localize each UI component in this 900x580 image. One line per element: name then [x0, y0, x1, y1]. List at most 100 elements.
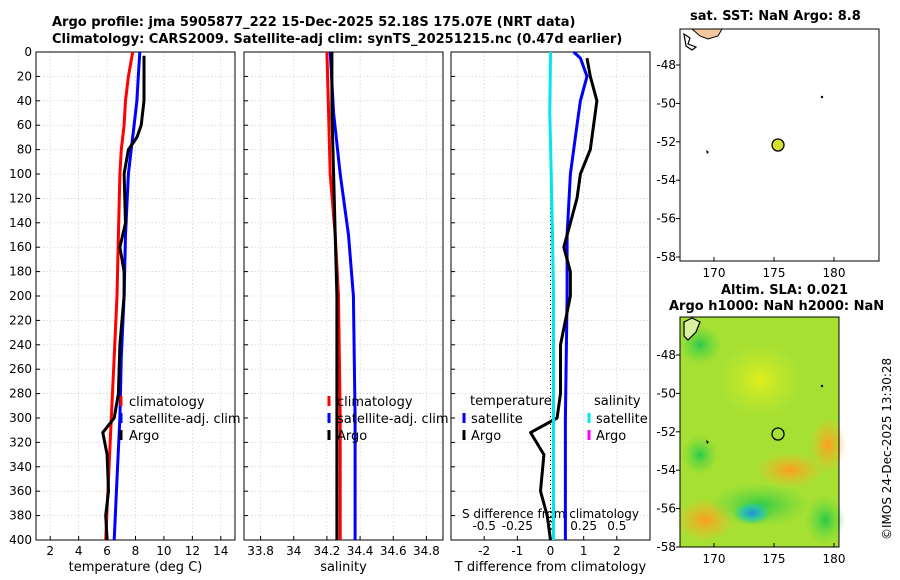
lat-tick-label: -58	[656, 250, 676, 264]
legend-label: satellite	[596, 412, 648, 427]
x-axis-label: salinity	[320, 560, 367, 575]
map-sla-coast	[683, 317, 701, 341]
x-tick-label: 34.2	[314, 544, 341, 558]
sla-blob-orange-2	[810, 417, 846, 473]
sla-blob-orange-1	[755, 452, 825, 488]
y-tick-label: 80	[17, 143, 32, 157]
x-tick-label: 2	[613, 544, 621, 558]
grid	[36, 51, 235, 541]
lat-tick-label: -54	[656, 463, 676, 477]
lon-tick-label: 170	[703, 266, 726, 280]
difference-profile: -2 -1 0 1 2 -0.5 -0.25 0 0.25 0.5S difference fro…	[450, 50, 651, 575]
credit-text: ©IMOS 24-Dec-2025 13:30:28	[880, 358, 894, 540]
lat-tick-label: -52	[656, 425, 676, 439]
y-tick-label: 60	[17, 118, 32, 132]
lat-tick-label: -54	[656, 173, 676, 187]
y-tick-label: 340	[9, 460, 32, 474]
top-tick-label: 0.5	[607, 519, 626, 533]
y-tick-label: 300	[9, 411, 32, 425]
lon-tick-label: 180	[823, 266, 846, 280]
legend-label: satellite	[471, 412, 523, 427]
y-tick-label: 180	[9, 265, 32, 279]
y-tick-label: 40	[17, 94, 32, 108]
x-tick-label: 33.8	[247, 544, 274, 558]
top-tick-label: 0.25	[570, 519, 597, 533]
x-tick-label: 34.6	[380, 544, 407, 558]
x-tick-label: -2	[478, 544, 490, 558]
x-tick-label: 12	[185, 544, 200, 558]
y-tick-label: 160	[9, 240, 32, 254]
x-tick-label: -1	[511, 544, 523, 558]
map-sst-island	[706, 150, 709, 154]
series-line-t-argo	[529, 57, 599, 541]
map-sla-title-line1: Altim. SLA: 0.021	[721, 283, 848, 298]
legend-label: climatology	[337, 395, 413, 410]
y-tick-label: 320	[9, 435, 32, 449]
header-line2: Climatology: CARS2009. Satellite-adj cli…	[52, 32, 623, 47]
y-tick-label: 360	[9, 484, 32, 498]
y-tick-label: 0	[24, 45, 32, 59]
legend-header-temperature: temperature	[470, 394, 552, 409]
map-sla-island	[706, 440, 709, 444]
map-sla-argo-marker	[771, 427, 785, 441]
x-tick-label: 1	[580, 544, 588, 558]
top-tick-label: 0	[547, 519, 555, 533]
legend-header-salinity: salinity	[594, 394, 641, 409]
lat-tick-label: -48	[656, 58, 676, 72]
lon-tick-label: 175	[763, 266, 786, 280]
lat-tick-label: -56	[656, 502, 676, 516]
sla-blob-yellow	[715, 340, 805, 420]
map-sst-coast	[683, 32, 698, 51]
top-axis-label: S difference from climatology	[462, 507, 639, 521]
x-tick-label: 34.4	[347, 544, 374, 558]
series-line-climatology	[104, 51, 135, 541]
salinity-profile: 33.8 34 34.2 34.4 34.6 34.8 salinity climatolog…	[243, 51, 449, 575]
temperature-profile: 2 4 6 8 10 12 14020406080100120140160180200220…	[9, 45, 241, 575]
lon-tick-label: 175	[763, 552, 786, 566]
x-tick-label: 34	[286, 544, 301, 558]
legend-label: Argo	[129, 429, 159, 444]
y-tick-label: 260	[9, 362, 32, 376]
y-tick-label: 20	[17, 69, 32, 83]
map-sla: -48 -50 -52 -54 -56 -58 170 175 180	[656, 316, 846, 566]
y-tick-label: 380	[9, 509, 32, 523]
legend-label: climatology	[129, 395, 205, 410]
legend-label: Argo	[596, 429, 626, 444]
x-axis-label: temperature (deg C)	[69, 560, 203, 575]
top-tick-label: -0.5	[472, 519, 495, 533]
lat-tick-label: -50	[656, 96, 676, 110]
map-sst-land	[690, 28, 723, 40]
lon-tick-label: 180	[823, 552, 846, 566]
lat-tick-label: -52	[656, 135, 676, 149]
y-tick-label: 120	[9, 191, 32, 205]
sla-blob-cyan	[732, 501, 772, 525]
series-line-t-satellite	[563, 50, 589, 540]
lat-tick-label: -48	[656, 348, 676, 362]
top-tick-label: -0.25	[502, 519, 533, 533]
y-tick-label: 280	[9, 387, 32, 401]
lat-tick-label: -50	[656, 386, 676, 400]
map-sst-dot	[820, 95, 824, 99]
legend-label: Argo	[337, 429, 367, 444]
legend-label: satellite-adj. clim	[337, 412, 449, 427]
grid	[244, 51, 443, 541]
x-tick-label: 4	[75, 544, 83, 558]
x-tick-label: 14	[213, 544, 228, 558]
lon-tick-label: 170	[703, 552, 726, 566]
y-tick-label: 100	[9, 167, 32, 181]
header-line1: Argo profile: jma 5905877_222 15-Dec-202…	[52, 15, 576, 30]
series-line-argo	[101, 55, 146, 541]
y-tick-label: 140	[9, 216, 32, 230]
legend-label: satellite-adj. clim	[129, 412, 241, 427]
map-sst-title: sat. SST: NaN Argo: 8.8	[690, 9, 861, 24]
x-tick-label: 8	[132, 544, 140, 558]
map-sla-dot	[820, 384, 824, 388]
map-sst: -48 -50 -52 -54 -56 -58 170 175 180	[656, 28, 880, 280]
x-tick-label: 10	[156, 544, 171, 558]
y-tick-label: 400	[9, 533, 32, 547]
x-tick-label: 0	[547, 544, 555, 558]
lat-tick-label: -58	[656, 540, 676, 554]
x-tick-label: 34.8	[413, 544, 440, 558]
legend-label: Argo	[471, 429, 501, 444]
map-sst-argo-marker	[771, 138, 785, 152]
